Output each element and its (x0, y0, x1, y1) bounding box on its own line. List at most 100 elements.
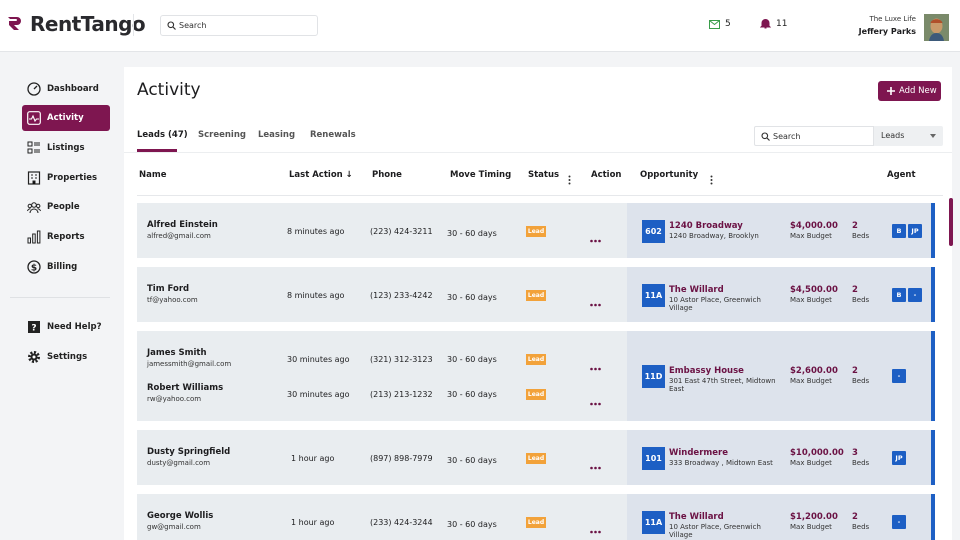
logo[interactable]: RentTango (30, 12, 146, 36)
nav-item[interactable]: Dashboard (22, 76, 110, 102)
tab[interactable]: Leads (47) (137, 130, 188, 140)
beds-label: Beds (852, 522, 870, 531)
lead-row[interactable]: Tim Ford tf@yahoo.com 8 minutes ago (123) 2… (137, 267, 935, 322)
last-action: 8 minutes ago (287, 290, 345, 300)
svg-text:$: $ (31, 264, 37, 274)
opportunity[interactable]: 101 Windermere 333 Broadway , Midtown East… (627, 430, 931, 485)
tab[interactable]: Leasing (258, 130, 296, 140)
opportunity[interactable]: 11A The Willard 10 Astor Place, Greenwich … (627, 267, 931, 322)
move-timing: 30 - 60 days (447, 228, 497, 238)
filter-search[interactable]: Search (754, 126, 874, 146)
nav-icon (27, 82, 41, 96)
avatar[interactable] (924, 14, 949, 41)
mail-icon[interactable] (709, 20, 720, 29)
column-header[interactable]: Last Action ↓ (289, 170, 353, 180)
action-menu[interactable] (590, 292, 601, 311)
property-name: Windermere (669, 447, 728, 458)
filter-select[interactable]: Leads (874, 126, 943, 146)
nav-label: Dashboard (47, 84, 99, 94)
phone: (223) 424-3211 (370, 226, 433, 236)
budget-label: Max Budget (790, 377, 832, 385)
nav-icon: $ (27, 260, 41, 274)
lead-email: jamessmith@gmail.com (147, 360, 232, 368)
company-name: The Luxe Life (869, 15, 916, 23)
column-menu[interactable] (568, 170, 571, 189)
sidebar: Dashboard Activity Listings Properties P… (0, 52, 118, 540)
bell-icon[interactable] (760, 18, 771, 29)
column-header[interactable]: Move Timing (450, 170, 512, 180)
lead-row[interactable]: George Wollis gw@gmail.com 1 hour ago (233)… (137, 494, 935, 540)
nav-icon (27, 141, 40, 154)
nav-item[interactable]: Listings (22, 135, 110, 161)
messages-count: 5 (725, 19, 731, 29)
nav-label: People (47, 202, 80, 212)
scrollbar[interactable] (949, 198, 953, 246)
agent-badge[interactable]: JP (908, 223, 922, 238)
budget-label: Max Budget (790, 522, 832, 531)
page-title: Activity (137, 80, 201, 100)
nav-item[interactable]: $ Billing (22, 254, 110, 280)
lead-name: James Smith (147, 348, 207, 358)
lead-row[interactable]: James Smith jamessmith@gmail.com 30 minute… (137, 331, 935, 421)
nav-label: Properties (47, 173, 98, 183)
phone: (213) 213-1232 (370, 390, 433, 399)
agent-badge[interactable]: - (892, 369, 906, 383)
agent-badge[interactable]: JP (892, 450, 906, 465)
row-accent (931, 267, 935, 322)
property-address: 1240 Broadway, Brooklyn (669, 231, 759, 240)
nav-item[interactable]: Properties (22, 165, 110, 191)
nav-label: Listings (47, 143, 85, 153)
lead-row[interactable]: Alfred Einstein alfred@gmail.com 8 minutes… (137, 203, 935, 258)
opportunity[interactable]: 11A The Willard 10 Astor Place, Greenwich … (627, 494, 931, 540)
agent-badge[interactable]: B (892, 287, 906, 302)
opportunity[interactable]: 11D Embassy House 301 East 47th Street, Mi… (627, 331, 931, 421)
property-name: 1240 Broadway (669, 220, 743, 231)
column-header[interactable]: Name (139, 170, 167, 180)
nav-item[interactable]: Activity (22, 105, 110, 131)
budget-label: Max Budget (790, 458, 832, 467)
column-header[interactable]: Status (528, 170, 560, 180)
last-action: 1 hour ago (291, 517, 335, 527)
nav-label: Need Help? (47, 322, 102, 332)
column-header[interactable]: Action (591, 170, 622, 180)
settings-link[interactable]: Settings (22, 344, 110, 370)
agent-badge[interactable]: - (908, 287, 922, 302)
nav-label: Activity (47, 113, 84, 123)
action-menu[interactable] (590, 228, 601, 247)
search-placeholder: Search (179, 21, 207, 30)
tab[interactable]: Renewals (310, 130, 356, 140)
phone: (897) 898-7979 (370, 453, 433, 463)
column-menu[interactable] (710, 170, 713, 189)
beds-label: Beds (852, 458, 870, 467)
help-link[interactable]: ? Need Help? (22, 314, 110, 340)
move-timing: 30 - 60 days (447, 390, 497, 399)
status-badge: Lead (526, 225, 546, 237)
top-bar: RentTango Search 5 11 The Luxe Life Jeff… (0, 0, 960, 52)
nav-item[interactable]: People (22, 194, 110, 220)
unit-badge: 602 (642, 219, 665, 243)
property-name: The Willard (669, 284, 724, 295)
unit-badge: 11A (642, 510, 665, 534)
column-header[interactable]: Phone (372, 170, 402, 180)
column-header[interactable]: Opportunity (640, 170, 699, 180)
column-header[interactable]: Agent (887, 170, 916, 180)
action-menu[interactable] (590, 391, 601, 410)
agent-badge[interactable]: - (892, 514, 906, 529)
search-box[interactable]: Search (160, 15, 318, 36)
status-badge: Lead (526, 452, 546, 464)
lead-row[interactable]: Dusty Springfield dusty@gmail.com 1 hour a… (137, 430, 935, 485)
action-menu[interactable] (590, 519, 601, 538)
nav-icon (27, 230, 41, 244)
agent-badge[interactable]: B (892, 223, 906, 238)
help-icon: ? (28, 321, 40, 334)
action-menu[interactable] (590, 356, 601, 375)
svg-text:?: ? (31, 324, 36, 334)
add-new-button[interactable]: Add New (878, 81, 941, 101)
tab[interactable]: Screening (198, 130, 246, 140)
action-menu[interactable] (590, 455, 601, 474)
opportunity[interactable]: 602 1240 Broadway 1240 Broadway, Brooklyn $… (627, 203, 931, 258)
active-tab-indicator (137, 149, 177, 152)
nav-item[interactable]: Reports (22, 224, 110, 250)
search-placeholder: Search (773, 132, 801, 141)
